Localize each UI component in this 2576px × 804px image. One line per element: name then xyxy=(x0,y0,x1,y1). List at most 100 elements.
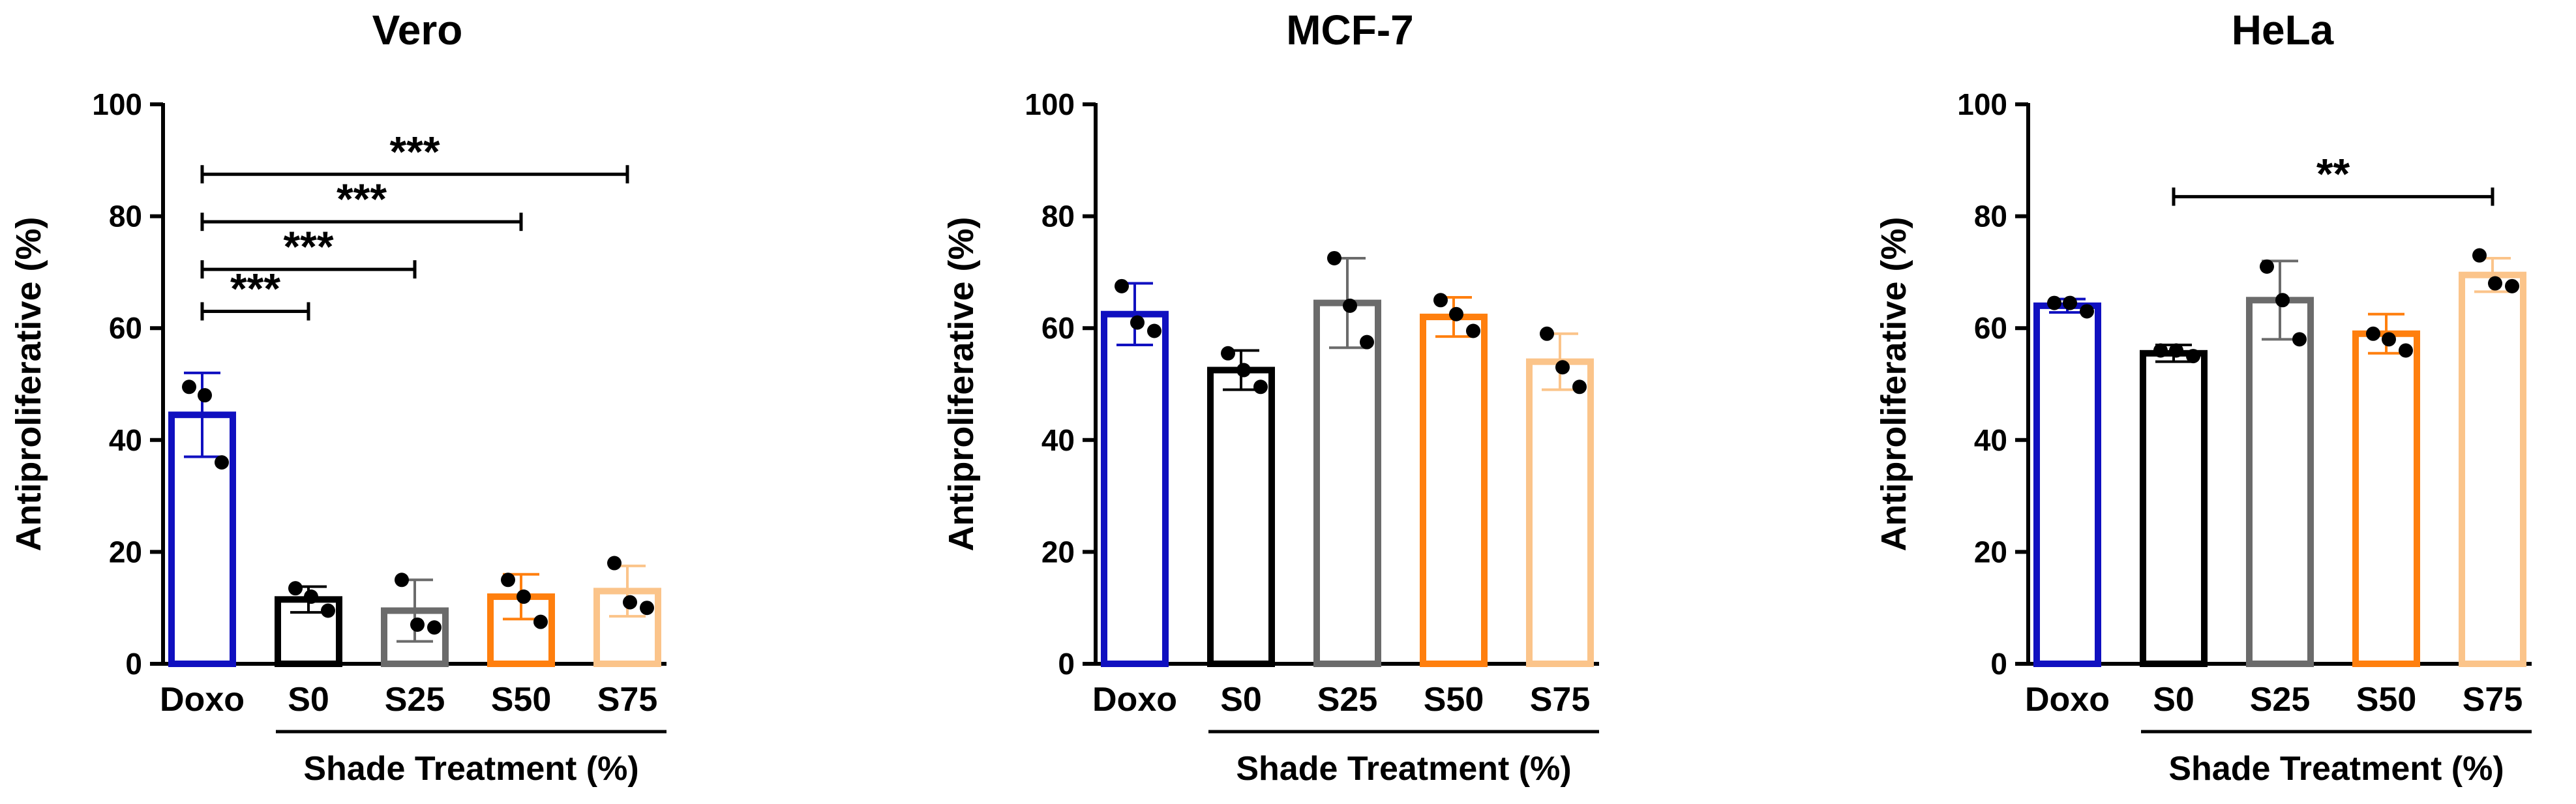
data-point xyxy=(2260,259,2274,274)
data-point xyxy=(2505,278,2519,293)
data-point xyxy=(427,620,442,635)
panel-0: Vero 0 20 40 60 80 100 Antiproliferative (%) Dox… xyxy=(9,7,666,788)
x-axis-label: Shade Treatment (%) xyxy=(303,750,638,788)
data-point xyxy=(1327,250,1341,265)
bar xyxy=(1313,299,1381,667)
data-point xyxy=(321,603,335,618)
data-point xyxy=(533,614,548,629)
y-tick-label: 40 xyxy=(109,423,142,457)
y-tick-label: 100 xyxy=(1957,87,2007,121)
y-tick-label: 60 xyxy=(1974,311,2007,345)
category-label: S50 xyxy=(1424,681,1484,719)
data-point xyxy=(501,573,515,588)
data-point xyxy=(2488,276,2502,291)
category-label: S75 xyxy=(597,681,658,719)
y-tick-label: 60 xyxy=(1041,311,1075,345)
data-point xyxy=(1236,363,1251,378)
data-point xyxy=(2080,304,2094,319)
data-point xyxy=(2047,295,2061,310)
y-tick-label: 80 xyxy=(109,200,142,233)
y-tick-label: 0 xyxy=(125,647,142,681)
data-point xyxy=(607,556,622,571)
data-point xyxy=(1572,380,1587,395)
data-point xyxy=(395,573,409,588)
data-point xyxy=(2366,326,2380,341)
significance-label: *** xyxy=(230,264,280,312)
data-point xyxy=(410,617,425,632)
data-point xyxy=(215,455,229,470)
category-label: S25 xyxy=(385,681,445,719)
y-tick-label: 20 xyxy=(109,535,142,569)
y-tick-label: 20 xyxy=(1041,535,1075,569)
significance-label: *** xyxy=(283,222,333,271)
significance-label: ** xyxy=(2316,150,2350,198)
chart-title: Vero xyxy=(372,7,463,53)
x-axis-label: Shade Treatment (%) xyxy=(1236,750,1571,788)
category-label: Doxo xyxy=(160,681,245,719)
data-point xyxy=(1433,293,1448,308)
y-tick-label: 0 xyxy=(1990,647,2007,681)
bar xyxy=(2246,297,2314,667)
data-point xyxy=(1221,346,1235,361)
panel-1: MCF-7 0 20 40 60 80 100 Antiproliferative (%) Do… xyxy=(942,7,1599,788)
y-tick-label: 60 xyxy=(109,311,142,345)
data-point xyxy=(623,595,637,610)
bar xyxy=(1420,314,1488,668)
bar xyxy=(2140,350,2208,667)
data-point xyxy=(1343,298,1357,313)
category-label: S50 xyxy=(2356,681,2417,719)
data-point xyxy=(182,380,196,395)
panel-2: HeLa 0 20 40 60 80 100 Antiproliferative (%) Dox… xyxy=(1874,7,2532,788)
data-point xyxy=(2399,343,2413,358)
category-label: S25 xyxy=(2250,681,2311,719)
y-tick-label: 100 xyxy=(92,87,142,121)
data-point xyxy=(2186,349,2200,364)
y-tick-label: 80 xyxy=(1974,200,2007,233)
y-tick-label: 40 xyxy=(1041,423,1075,457)
data-point xyxy=(2382,332,2396,347)
category-label: S25 xyxy=(1317,681,1378,719)
data-point xyxy=(2169,343,2183,358)
data-point xyxy=(288,581,303,596)
category-label: Doxo xyxy=(1092,681,1177,719)
category-label: S75 xyxy=(1530,681,1591,719)
chart-title: HeLa xyxy=(2232,7,2334,53)
chart-title: MCF-7 xyxy=(1286,7,1414,53)
data-point xyxy=(1253,380,1268,395)
bar xyxy=(1207,366,1275,667)
category-label: S50 xyxy=(491,681,552,719)
x-axis-label: Shade Treatment (%) xyxy=(2168,750,2504,788)
data-point xyxy=(2275,293,2290,308)
data-point xyxy=(198,388,212,403)
data-point xyxy=(1555,360,1570,375)
data-point xyxy=(2292,332,2307,347)
category-label: S75 xyxy=(2463,681,2523,719)
data-point xyxy=(1147,323,1161,338)
data-point xyxy=(1360,335,1374,350)
bar xyxy=(1101,310,1169,667)
data-point xyxy=(2472,248,2487,263)
category-label: Doxo xyxy=(2025,681,2110,719)
data-point xyxy=(1115,278,1129,293)
y-tick-label: 0 xyxy=(1058,647,1075,681)
y-tick-label: 40 xyxy=(1974,423,2007,457)
data-point xyxy=(1130,315,1145,330)
data-point xyxy=(304,589,318,604)
category-label: S0 xyxy=(2153,681,2194,719)
data-point xyxy=(1449,306,1463,321)
y-axis-label: Antiproliferative (%) xyxy=(942,216,981,551)
y-tick-label: 80 xyxy=(1041,200,1075,233)
bar xyxy=(2033,302,2101,667)
y-axis-label: Antiproliferative (%) xyxy=(1874,216,1913,551)
bar xyxy=(1526,358,1594,667)
data-point xyxy=(2153,343,2168,358)
significance-label: *** xyxy=(389,127,440,175)
data-point xyxy=(1540,326,1554,341)
category-label: S0 xyxy=(1220,681,1262,719)
y-axis-label: Antiproliferative (%) xyxy=(9,216,48,551)
significance-label: *** xyxy=(337,175,387,223)
bar xyxy=(2352,330,2420,667)
data-point xyxy=(640,601,654,616)
data-point xyxy=(2063,295,2077,310)
